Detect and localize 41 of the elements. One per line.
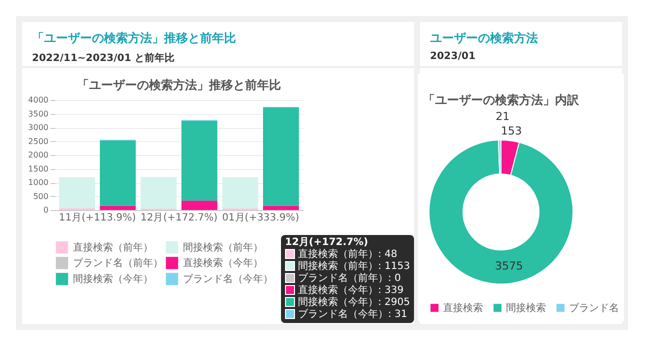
y-tick-label: 4000	[28, 96, 48, 104]
y-tick-label: 3000	[28, 123, 48, 132]
chart-title: 「ユーザーの検索方法」推移と前年比	[77, 78, 281, 92]
bar	[263, 107, 299, 206]
text: 「ユーザーの検索方法」推移と前年比	[32, 30, 237, 47]
legend-label: 間接検索	[506, 302, 546, 314]
legend-label: 間接検索（前年）	[183, 241, 263, 254]
data-label: 3575	[494, 259, 523, 272]
legend-label: ブランド名（前年）	[73, 257, 163, 269]
y-tick-label: 1500	[28, 164, 48, 174]
bar	[100, 206, 136, 210]
legend-label: 直接検索	[443, 302, 483, 314]
legend-label: ブランド名（今年）	[183, 273, 273, 285]
data-label: 21	[496, 110, 510, 124]
y-tick-label: 2500	[28, 136, 48, 146]
donut-slice	[428, 140, 574, 284]
x-tick-label: 11月(+113.9%)	[58, 212, 136, 224]
y-tick-label: 1000	[28, 178, 48, 187]
y-tick-label: 500	[33, 192, 48, 201]
data-label: 153	[500, 124, 522, 138]
y-tick-label: 2000	[28, 150, 48, 160]
legend-label: ブランド名	[569, 302, 619, 314]
bar	[222, 177, 258, 208]
bar	[140, 176, 177, 209]
legend-label: 直接検索（前年）	[73, 241, 153, 254]
x-tick-label: 12月(+172.7%)	[140, 212, 218, 224]
bar	[59, 177, 95, 208]
bar	[181, 120, 218, 201]
text: ユーザーの検索方法	[430, 30, 539, 47]
bar	[100, 140, 136, 206]
legend-label: 間接検索（今年）	[73, 273, 153, 285]
y-tick-label: 0	[43, 206, 48, 214]
x-tick-label: 01月(+333.9%)	[222, 212, 300, 224]
chart-title: 「ユーザーの検索方法」内訳	[423, 93, 580, 108]
legend-label: 直接検索（今年）	[183, 257, 263, 269]
bar	[263, 206, 299, 210]
text: 2022/11~2023/01 と前年比	[32, 52, 176, 65]
bar	[181, 200, 218, 210]
tooltip-box: 12月(+172.7%) 直接検索（前年）: 48 間接検索（前年）: 1153 ブランド名（前年）: 0 直接検索（今年）: 339 間接検索（今年）: 2905 ブランド名（今年）: 31	[281, 235, 414, 323]
text: 2023/01	[430, 51, 476, 62]
y-tick-label: 3500	[28, 109, 48, 118]
